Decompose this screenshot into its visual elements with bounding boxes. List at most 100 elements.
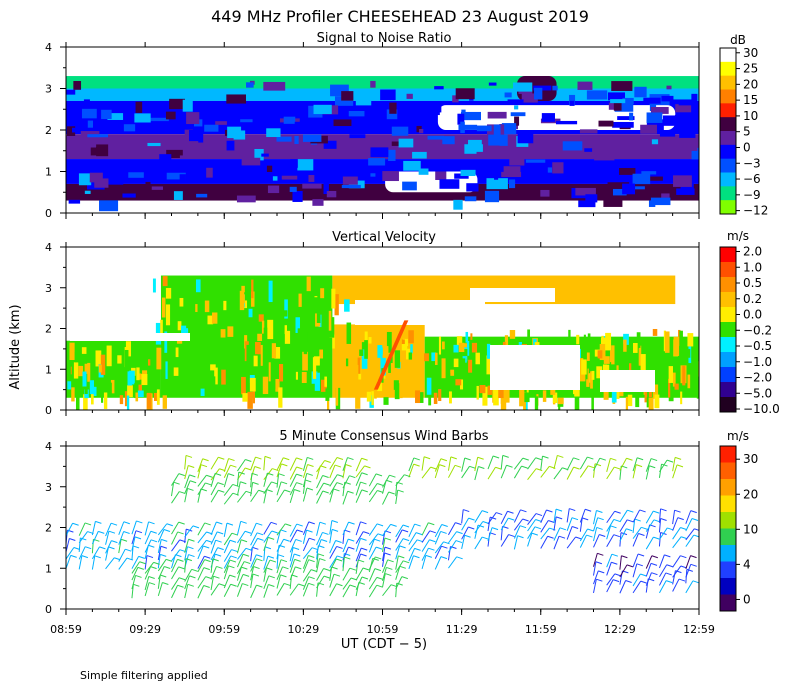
- colorbar-label: 30: [743, 46, 758, 60]
- wind-barb-flag: [477, 456, 484, 460]
- vv-streak: [574, 389, 580, 410]
- wind-barb-flag: [229, 574, 236, 578]
- wind-barb-staff: [395, 490, 399, 505]
- wind-barb-flag: [691, 518, 699, 522]
- wind-barb-staff: [289, 523, 298, 537]
- vv-streak: [408, 330, 414, 344]
- wind-barb-staff: [579, 465, 589, 478]
- vv-streak: [673, 336, 680, 356]
- colorbar-swatch: [720, 144, 736, 160]
- snr-patch: [510, 112, 526, 117]
- wind-barb: [184, 568, 198, 582]
- y-tick-label: 4: [45, 241, 52, 254]
- wind-barb-staff: [223, 540, 231, 554]
- wind-barb-staff: [184, 455, 187, 470]
- snr-patch: [650, 197, 671, 206]
- snr-patch: [647, 176, 663, 181]
- wind-barb-staff: [382, 537, 386, 552]
- snr-patch: [370, 147, 389, 158]
- snr-patch: [612, 121, 634, 128]
- wind-barb-staff: [434, 556, 442, 570]
- wind-barb: [434, 541, 450, 554]
- snr-patch: [81, 108, 97, 119]
- wind-barb: [421, 539, 436, 552]
- wind-barb-flag: [323, 568, 330, 572]
- wind-barb-staff: [329, 558, 337, 572]
- vv-streak: [175, 347, 179, 358]
- snr-patch: [673, 175, 692, 187]
- wind-barb-staff: [329, 482, 338, 495]
- wind-barb-staff: [144, 582, 150, 597]
- wind-barb-staff: [685, 580, 694, 594]
- wind-barb: [355, 576, 369, 590]
- vv-streak: [84, 363, 88, 374]
- wind-barb-staff: [223, 523, 228, 537]
- wind-barb-staff: [632, 509, 641, 523]
- vv-streak: [652, 328, 658, 336]
- vv-streak: [126, 395, 130, 410]
- wind-barb: [685, 555, 697, 569]
- wind-barb-flag: [306, 472, 313, 476]
- wind-barb: [223, 565, 235, 580]
- wind-barb-staff: [250, 473, 253, 488]
- wind-barb: [395, 555, 405, 570]
- vv-streak: [619, 343, 626, 359]
- vv-streak: [152, 278, 156, 293]
- wind-barb: [645, 510, 660, 524]
- colorbar-swatch: [720, 292, 736, 308]
- wind-barb-flag: [596, 578, 603, 582]
- colorbar-label: 0: [743, 592, 751, 606]
- wind-barb-staff: [289, 547, 294, 562]
- wind-barb-staff: [329, 457, 338, 470]
- colorbar-label: 15: [743, 93, 758, 107]
- wind-barb-flag: [429, 530, 436, 534]
- wind-barb-flag: [244, 530, 252, 534]
- wind-barb-flag: [641, 526, 648, 530]
- wind-barb: [579, 508, 592, 523]
- wind-barb: [382, 573, 392, 588]
- snr-patch: [165, 111, 176, 120]
- vv-streak: [179, 297, 184, 307]
- vv-streak: [412, 377, 416, 387]
- vv-streak: [504, 383, 510, 403]
- wind-barb-flag: [134, 536, 142, 540]
- wind-barb-flag: [612, 579, 620, 583]
- wind-barb: [579, 528, 594, 542]
- wind-barb-flag: [205, 482, 212, 486]
- wind-barb-flag: [319, 558, 326, 562]
- wind-barb-flag: [681, 536, 688, 540]
- colorbar-label: 2.0: [743, 245, 762, 259]
- wind-barb: [632, 580, 647, 594]
- wind-barb-staff: [672, 510, 676, 525]
- wind-barb-flag: [178, 473, 185, 477]
- wind-barb: [302, 555, 315, 569]
- vv-streak: [271, 343, 276, 359]
- wind-barb-flag: [185, 558, 193, 562]
- wind-barb-staff: [672, 527, 681, 540]
- wind-barb-staff: [368, 577, 378, 590]
- wind-barb-flag: [280, 559, 288, 563]
- wind-barb: [263, 555, 275, 570]
- wind-barb: [105, 540, 118, 554]
- wind-barb: [593, 457, 606, 471]
- wind-barb-staff: [289, 457, 297, 471]
- vv-streak: [274, 347, 281, 359]
- wind-barb: [593, 570, 605, 585]
- wind-barb-flag: [625, 580, 632, 583]
- wind-barb-flag: [640, 580, 647, 584]
- wind-barb-flag: [162, 581, 169, 585]
- snr-patch: [622, 183, 636, 195]
- wind-barb-staff: [250, 489, 259, 503]
- snr-patch: [597, 135, 619, 147]
- vv-streak: [165, 361, 168, 379]
- wind-barb-flag: [179, 491, 186, 495]
- wind-barb-flag: [495, 466, 502, 470]
- wind-barb-staff: [210, 489, 219, 503]
- snr-patch: [370, 173, 376, 177]
- wind-barb-flag: [135, 530, 143, 534]
- snr-patch: [104, 172, 124, 185]
- wind-barb-staff: [289, 473, 297, 487]
- wind-barb-staff: [316, 558, 320, 573]
- wind-barb-flag: [478, 466, 485, 469]
- wind-barb: [118, 521, 130, 535]
